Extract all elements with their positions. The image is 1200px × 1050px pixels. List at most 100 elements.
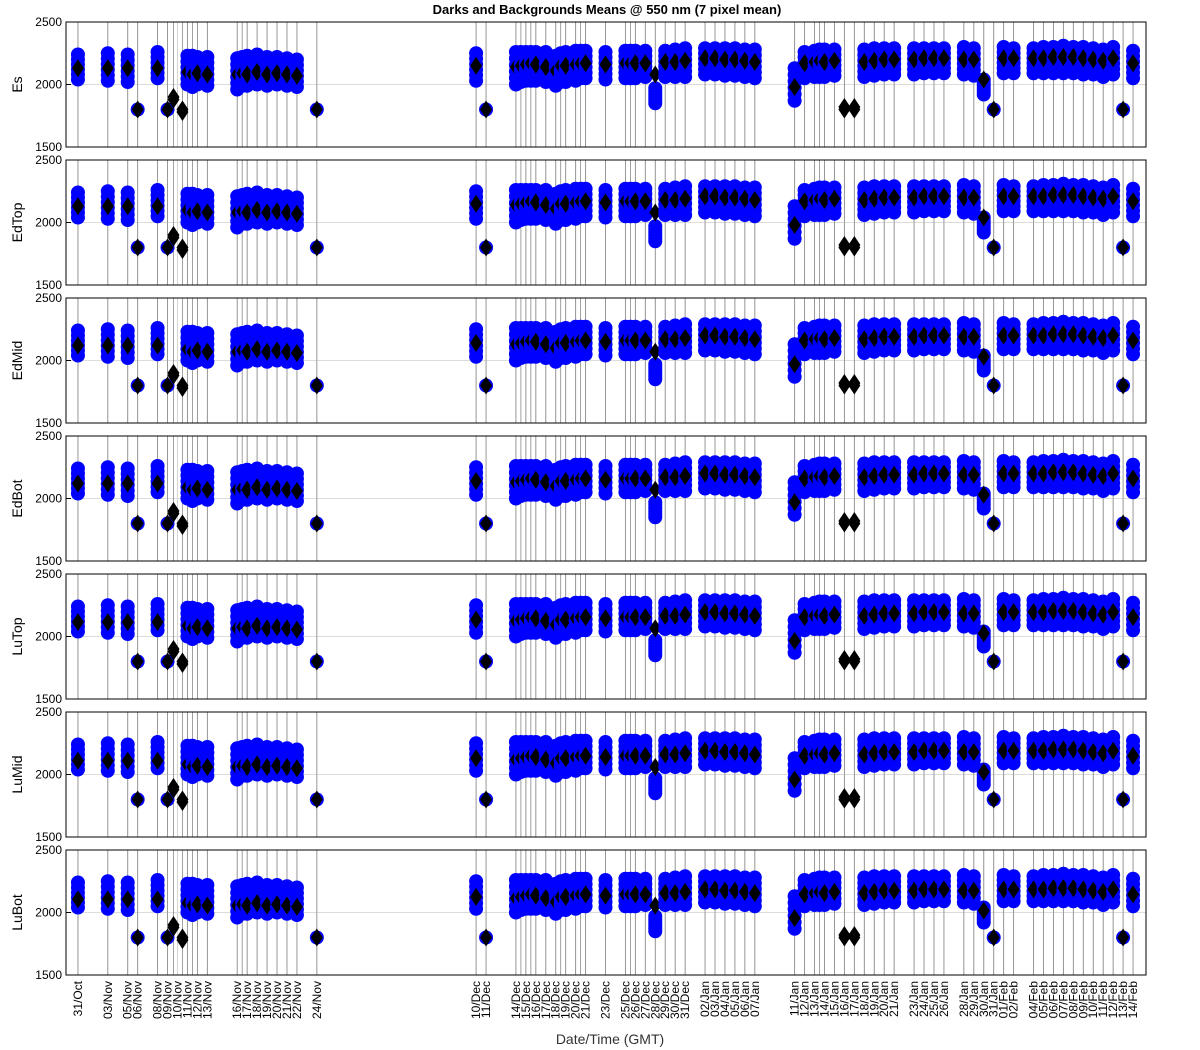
panel-lutop: 1500 2000 2500 LuTop (9, 567, 1147, 706)
dark-marker (191, 341, 204, 360)
background-marker (747, 42, 762, 57)
x-tick-label: 08/Nov (151, 981, 165, 1019)
background-marker (120, 185, 135, 200)
dark-marker (101, 197, 114, 216)
dark-marker (838, 928, 851, 947)
dark-marker (1107, 741, 1120, 760)
dark-marker (121, 890, 134, 909)
dark-marker (1037, 464, 1050, 483)
background-marker (678, 41, 693, 56)
x-tick-label: 09/Feb (1076, 981, 1090, 1019)
background-marker (598, 45, 613, 59)
dark-marker (888, 327, 901, 346)
dark-marker (699, 880, 712, 899)
dark-marker (191, 895, 204, 914)
dark-marker (559, 749, 572, 768)
x-tick-label: 05/Jan (728, 981, 742, 1017)
background-marker (747, 456, 762, 471)
dark-marker (599, 609, 612, 628)
dark-marker (101, 890, 114, 909)
background-marker (200, 326, 215, 340)
background-marker (638, 319, 653, 334)
dark-marker (858, 53, 871, 71)
dark-marker (649, 896, 662, 915)
x-tick-label: 13/Feb (1116, 981, 1130, 1019)
background-marker (1126, 595, 1141, 610)
dark-marker (798, 331, 811, 350)
x-tick-label: 29/Jan (967, 981, 981, 1017)
dark-marker (878, 604, 891, 623)
dark-marker (251, 616, 264, 635)
dark-marker (1117, 514, 1130, 533)
dark-marker (977, 763, 990, 781)
background-marker (747, 870, 762, 885)
dark-marker (71, 197, 84, 216)
dark-marker (201, 342, 214, 361)
background-marker (200, 464, 215, 478)
dark-marker (71, 613, 84, 632)
y-axis-label: EdTop (9, 202, 25, 242)
dark-marker (828, 882, 841, 901)
dark-marker (718, 881, 731, 900)
dark-marker (937, 464, 950, 483)
y-tick-label: 1500 (35, 416, 62, 430)
background-marker (638, 181, 653, 196)
dark-marker (669, 884, 682, 903)
y-tick-label: 2500 (35, 843, 62, 857)
x-tick-label: 23/Dec (599, 981, 613, 1019)
dark-marker (1117, 238, 1130, 257)
x-tick-label: 20/Dec (569, 981, 583, 1019)
dark-marker (599, 470, 612, 489)
dark-marker (1007, 741, 1020, 760)
dark-marker (977, 70, 990, 89)
dark-marker (987, 790, 1000, 809)
dark-marker (659, 606, 672, 625)
panel-lumid: 1500 2000 2500 LuMid (9, 705, 1147, 844)
background-marker (578, 871, 593, 886)
dark-marker (828, 744, 841, 763)
x-tick-label: 14/Jan (817, 981, 831, 1017)
dark-marker (151, 474, 164, 493)
dark-marker (480, 514, 493, 533)
dark-marker (101, 751, 114, 770)
dark-marker (539, 335, 552, 354)
background-marker (966, 41, 981, 56)
dark-marker (101, 336, 114, 355)
background-marker (1006, 593, 1021, 608)
x-tick-label: 11/Dec (479, 981, 493, 1018)
x-tick-label: 16/Dec (529, 981, 543, 1019)
dark-marker (579, 331, 592, 350)
dark-marker (878, 327, 891, 346)
x-tick-label: 18/Dec (549, 981, 563, 1019)
y-tick-label: 1500 (35, 278, 62, 292)
dark-marker (167, 504, 180, 523)
dark-marker (1107, 603, 1120, 622)
dark-marker (888, 465, 901, 484)
background-marker (1006, 455, 1021, 470)
x-tick-label: 17/Nov (240, 981, 254, 1019)
dark-marker (290, 66, 303, 85)
dark-marker (161, 376, 174, 395)
dark-marker (167, 642, 180, 661)
background-marker (289, 190, 304, 205)
x-tick-label: 15/Dec (519, 981, 533, 1019)
x-tick-label: 04/Jan (718, 981, 732, 1017)
background-marker (70, 875, 85, 890)
x-tick-label: 30/Jan (977, 981, 991, 1017)
x-tick-label: 31/Jan (987, 981, 1001, 1017)
x-tick-label: 29/Dec (658, 981, 672, 1019)
dark-marker (848, 652, 861, 671)
background-marker (200, 878, 215, 892)
x-tick-label: 26/Dec (628, 981, 642, 1019)
dark-marker (121, 59, 134, 78)
dark-marker (927, 741, 940, 760)
dark-marker (151, 336, 164, 355)
background-marker (966, 731, 981, 746)
dark-marker (967, 743, 980, 761)
dark-marker (957, 881, 970, 900)
dark-marker (718, 743, 731, 761)
dark-marker (868, 51, 881, 70)
background-marker (678, 455, 693, 470)
dark-marker (679, 467, 692, 485)
dark-marker (788, 355, 801, 374)
